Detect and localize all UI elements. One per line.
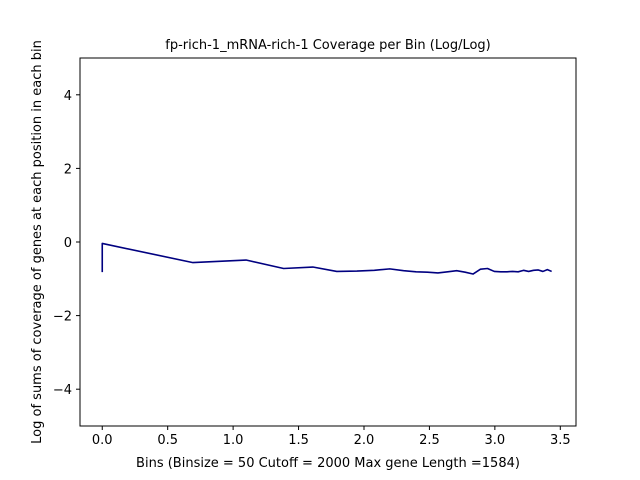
x-tick-label: 2.0 (354, 433, 375, 448)
chart-title: fp-rich-1_mRNA-rich-1 Coverage per Bin (… (165, 38, 491, 53)
y-axis-label: Log of sums of coverage of genes at each… (30, 40, 45, 444)
x-tick-label: 2.5 (419, 433, 440, 448)
y-tick-label: 4 (64, 89, 72, 104)
x-axis-label: Bins (Binsize = 50 Cutoff = 2000 Max gen… (136, 456, 520, 471)
x-tick-label: 0.5 (157, 433, 178, 448)
coverage-series-line (101, 242, 552, 275)
y-tick-label: 0 (64, 236, 72, 251)
x-tick-label: 3.0 (485, 433, 506, 448)
y-axis-ticks: −4 −2 0 2 4 (53, 89, 80, 398)
x-tick-label: 0.0 (92, 433, 113, 448)
y-tick-label: 2 (64, 162, 72, 177)
plot-frame (79, 57, 577, 427)
y-tick-label: −2 (53, 310, 72, 325)
x-tick-label: 1.0 (223, 433, 244, 448)
y-tick-label: −4 (53, 383, 72, 398)
x-tick-label: 1.5 (288, 433, 309, 448)
x-tick-label: 3.5 (550, 433, 571, 448)
x-axis-ticks: 0.0 0.5 1.0 1.5 2.0 2.5 3.0 3.5 (92, 426, 571, 448)
